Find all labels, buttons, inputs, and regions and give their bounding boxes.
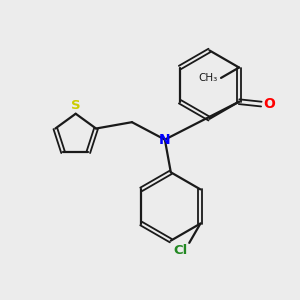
Text: S: S (71, 99, 80, 112)
Text: Cl: Cl (173, 244, 188, 257)
Text: N: N (159, 133, 171, 147)
Text: CH₃: CH₃ (198, 73, 218, 83)
Text: O: O (263, 97, 275, 111)
